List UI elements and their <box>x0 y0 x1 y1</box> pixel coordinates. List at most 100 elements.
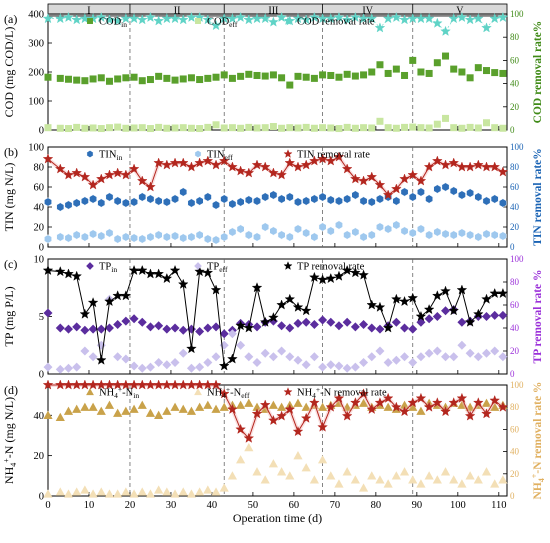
data-point <box>171 76 179 84</box>
data-point <box>318 362 328 372</box>
data-point <box>81 196 89 206</box>
data-point <box>317 153 328 164</box>
data-point <box>71 167 82 178</box>
data-point <box>253 124 261 132</box>
data-point <box>473 352 483 362</box>
data-point <box>325 13 337 24</box>
data-point <box>294 124 302 132</box>
data-point <box>244 398 254 407</box>
data-point <box>244 352 254 362</box>
data-point <box>112 15 123 26</box>
data-point <box>269 190 278 200</box>
data-point <box>416 352 426 362</box>
data-point <box>342 467 352 476</box>
data-point <box>64 75 72 83</box>
data-point <box>464 316 476 327</box>
data-point <box>87 297 99 308</box>
data-point <box>497 11 509 22</box>
data-point <box>269 123 277 131</box>
data-point <box>268 414 279 426</box>
y-right-tick-label: 40 <box>510 447 520 457</box>
phase-label: V <box>456 6 464 17</box>
data-point <box>43 410 53 419</box>
data-point <box>481 22 492 33</box>
data-point <box>277 230 286 240</box>
data-point <box>318 222 327 232</box>
data-point <box>219 340 229 350</box>
data-point <box>318 315 328 325</box>
data-point <box>457 400 467 409</box>
data-point <box>497 287 509 299</box>
y-tick-label: 40 <box>34 411 45 422</box>
data-point <box>391 317 401 327</box>
data-point <box>187 232 196 242</box>
data-point <box>423 13 435 24</box>
data-point <box>97 74 105 82</box>
data-point <box>382 13 394 24</box>
legend-marker <box>194 388 202 396</box>
data-point <box>292 301 304 312</box>
series-nh4-n-eff <box>43 442 508 498</box>
y-right-tick-label: 0 <box>510 125 515 135</box>
x-tick-label: 10 <box>84 500 95 511</box>
data-point <box>309 271 320 282</box>
data-point <box>204 123 212 131</box>
data-point <box>104 14 115 25</box>
data-point <box>95 11 107 22</box>
data-point <box>121 487 131 496</box>
data-point <box>194 379 205 390</box>
data-point <box>63 11 74 22</box>
data-point <box>104 169 115 180</box>
data-point <box>415 175 427 186</box>
data-point <box>218 155 230 166</box>
data-point <box>212 200 220 210</box>
data-point <box>294 197 302 207</box>
data-point <box>113 352 123 362</box>
y-tick-label: 20 <box>34 451 45 462</box>
data-point <box>260 404 270 413</box>
data-point <box>375 475 385 484</box>
data-point <box>300 412 312 423</box>
y-tick-label: 200 <box>28 68 44 79</box>
data-point <box>170 489 180 498</box>
data-point <box>351 190 360 200</box>
data-point <box>285 192 294 202</box>
data-point <box>399 173 410 184</box>
data-point <box>292 426 304 437</box>
data-point <box>73 123 81 131</box>
data-point <box>80 485 90 494</box>
data-point <box>466 188 474 198</box>
data-point <box>87 379 99 390</box>
data-point <box>154 358 164 367</box>
data-point <box>327 71 335 79</box>
data-point <box>138 124 146 132</box>
data-point <box>351 124 359 132</box>
data-point <box>269 71 277 79</box>
data-point <box>129 489 139 498</box>
y-right-axis-title: TIN removal rate% <box>532 148 544 246</box>
series-tp-eff <box>43 294 508 374</box>
data-point <box>367 352 377 362</box>
data-point <box>44 234 52 244</box>
data-point <box>481 467 492 476</box>
y-right-axis-title: TP removal rate % <box>532 270 544 364</box>
data-point <box>293 318 303 328</box>
data-point <box>43 308 53 318</box>
data-point <box>424 471 434 480</box>
legend-label: TP removal rate <box>297 262 365 273</box>
data-point <box>325 155 337 166</box>
data-point <box>358 388 369 399</box>
data-point <box>333 392 345 403</box>
data-point <box>237 124 245 132</box>
data-point <box>285 471 295 480</box>
data-point <box>219 329 229 339</box>
data-point <box>227 161 238 172</box>
data-point <box>89 194 97 204</box>
data-point <box>170 358 180 367</box>
y-right-tick-label: 20 <box>510 469 520 479</box>
data-point <box>423 161 435 172</box>
data-point <box>367 471 377 480</box>
data-point <box>491 124 499 132</box>
data-point <box>366 13 378 24</box>
data-point <box>309 397 320 408</box>
